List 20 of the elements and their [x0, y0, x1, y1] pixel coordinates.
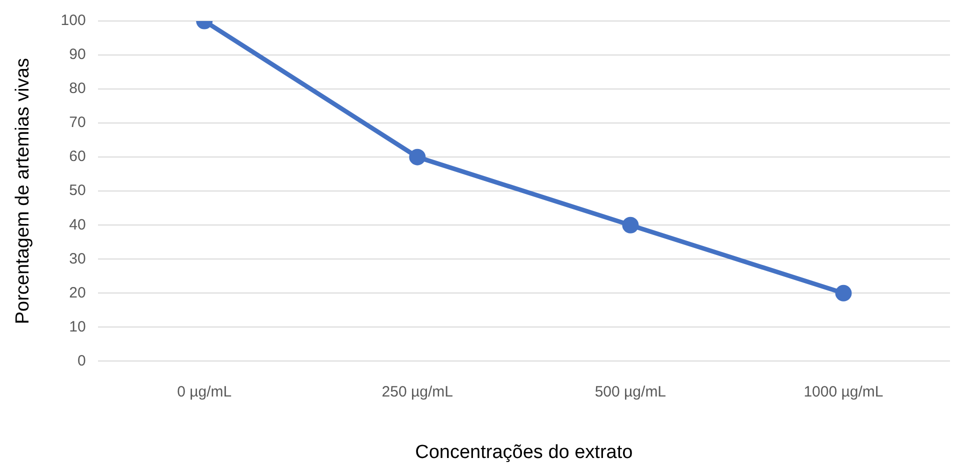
y-tick-label: 70	[69, 114, 86, 132]
point	[622, 216, 639, 234]
y-axis-title: Porcentagem de artemias vivas	[12, 58, 34, 324]
y-tick-label: 90	[69, 46, 86, 64]
y-tick-label: 10	[69, 318, 86, 336]
y-tick-label: 20	[69, 284, 86, 302]
x-tick-label: 250 µg/mL	[382, 383, 453, 400]
y-tick-label: 50	[69, 182, 86, 200]
y-tick-label: 100	[60, 12, 86, 30]
y-tick-label: 40	[69, 216, 86, 234]
x-tick-label: 0 µg/mL	[177, 383, 232, 400]
y-tick-label: 60	[69, 148, 86, 166]
point	[409, 148, 426, 166]
point	[835, 284, 852, 302]
y-tick-label: 80	[69, 80, 86, 98]
x-tick-label: 1000 µg/mL	[804, 383, 884, 400]
y-tick-label: 0	[77, 352, 86, 370]
y-tick-label: 30	[69, 250, 86, 268]
x-tick-label: 500 µg/mL	[594, 383, 666, 400]
x-axis-title: Concentrações do extrato	[415, 442, 633, 463]
